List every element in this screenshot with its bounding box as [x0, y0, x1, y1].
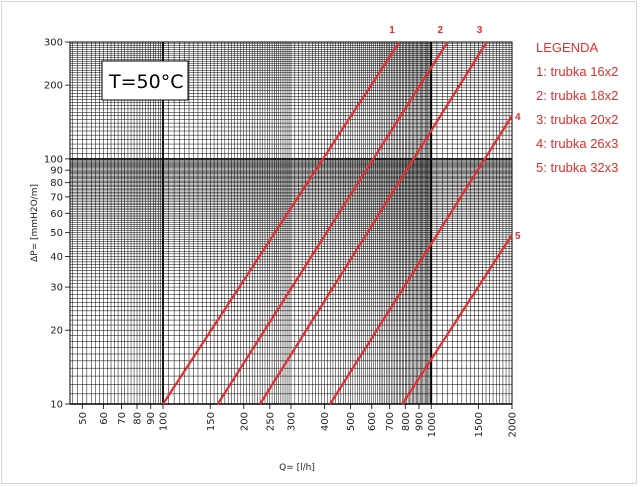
- series-line-2: [216, 41, 449, 405]
- y-tick-label: 70: [50, 192, 63, 203]
- series-line-5: [401, 234, 513, 405]
- x-tick-label: 600: [367, 412, 378, 431]
- x-tick-label: 400: [320, 412, 331, 431]
- chart-title: T=50°C: [108, 71, 183, 93]
- x-tick-label: 700: [385, 412, 396, 431]
- y-tick-label: 50: [50, 228, 63, 239]
- x-tick-label: 60: [99, 412, 110, 425]
- legend-item-4: 4: trubka 26x3: [536, 136, 618, 151]
- x-tick-label: 1500: [474, 412, 485, 437]
- x-tick-label: 70: [117, 412, 128, 425]
- x-tick-label: 80: [133, 412, 144, 425]
- series-label-4: 4: [515, 112, 521, 123]
- y-tick-label: 300: [44, 38, 63, 49]
- y-tick-label: 100: [44, 154, 63, 165]
- x-tick-label: 250: [265, 412, 276, 431]
- temperature-box: [101, 60, 189, 101]
- series-label-2: 2: [438, 25, 444, 36]
- x-tick-label: 1000: [427, 412, 438, 437]
- legend: LEGENDA 1: trubka 16x2 2: trubka 18x2 3:…: [536, 40, 618, 175]
- y-tick-label: 10: [50, 400, 63, 411]
- x-tick-label: 150: [206, 412, 217, 431]
- series-lines: [162, 41, 513, 405]
- x-tick-label: 2000: [508, 412, 519, 437]
- x-axis-label: Q= [l/h]: [279, 463, 315, 473]
- legend-title: LEGENDA: [536, 40, 598, 55]
- series-labels: 1 2 3 4 5: [389, 25, 521, 242]
- series-line-3: [259, 41, 488, 405]
- x-tick-label: 50: [78, 412, 89, 425]
- series-label-5: 5: [515, 231, 521, 242]
- x-tick-label: 500: [346, 412, 357, 431]
- x-tick-label: 900: [414, 412, 425, 431]
- x-tick-label: 200: [239, 412, 250, 431]
- x-tick-label: 100: [159, 412, 170, 431]
- legend-item-5: 5: trubka 32x3: [536, 160, 618, 175]
- x-tick-label: 300: [287, 412, 298, 431]
- y-tick-label: 90: [50, 166, 63, 177]
- y-tick-label: 30: [50, 283, 63, 294]
- x-tick-labels: 50 60 70 80 90 100 150 200 250 300 400 500 600 700 800…: [78, 404, 519, 437]
- legend-item-1: 1: trubka 16x2: [536, 64, 618, 79]
- y-tick-label: 40: [50, 252, 63, 263]
- legend-item-2: 2: trubka 18x2: [536, 88, 618, 103]
- series-line-4: [329, 115, 513, 405]
- grid: [69, 41, 513, 405]
- y-tick-label: 20: [50, 326, 63, 337]
- x-tick-label: 90: [146, 412, 157, 425]
- y-tick-label: 80: [50, 178, 63, 189]
- y-tick-label: 200: [44, 81, 63, 92]
- series-label-3: 3: [477, 25, 483, 36]
- legend-item-3: 3: trubka 20x2: [536, 112, 618, 127]
- series-line-1: [162, 41, 401, 405]
- y-axis-label: ΔP= [mmH2O/m]: [30, 184, 40, 262]
- series-label-1: 1: [389, 25, 395, 36]
- x-tick-label: 800: [401, 412, 412, 431]
- y-tick-label: 60: [50, 209, 63, 220]
